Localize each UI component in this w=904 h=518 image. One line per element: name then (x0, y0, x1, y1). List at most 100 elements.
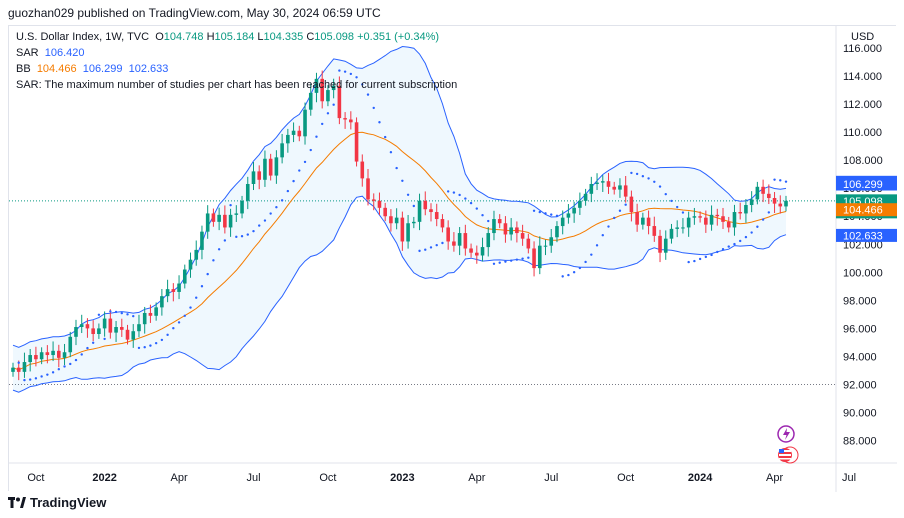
candle-body (366, 178, 370, 200)
candle-body (240, 200, 244, 214)
candle (119, 318, 124, 337)
candle (108, 309, 113, 339)
candle-body (57, 350, 61, 358)
flash-icon[interactable] (777, 425, 795, 443)
candle (446, 220, 450, 250)
y-tick-label: 112.000 (843, 99, 882, 111)
sar-dot (235, 235, 238, 239)
candle-body (503, 223, 508, 235)
sar-dot (676, 205, 679, 209)
sar-dot (309, 148, 312, 152)
candle-body (434, 212, 439, 220)
candle (429, 203, 433, 222)
sar-dot (641, 175, 645, 178)
sar-dot (183, 314, 186, 317)
sar-dot (481, 213, 484, 217)
y-tick-label: 92.000 (843, 379, 877, 391)
y-tick-label: 114.000 (843, 71, 882, 83)
sar-dot (40, 375, 43, 378)
candle-body (704, 217, 708, 225)
bb-upper-value: 106.299 (82, 63, 123, 75)
candle (434, 203, 439, 227)
candle (320, 70, 324, 109)
sar-dot (292, 179, 295, 183)
candle (148, 304, 153, 323)
candle (331, 78, 336, 99)
candle (600, 175, 605, 192)
candle-body (440, 219, 445, 228)
sar-dot (418, 249, 421, 253)
candle (188, 252, 193, 278)
sar-dot (761, 218, 765, 221)
sar-label: SAR (16, 47, 39, 59)
sar-dot (601, 234, 604, 237)
candle (366, 168, 370, 206)
x-tick-label: Apr (468, 472, 485, 484)
candle (767, 184, 771, 205)
candle (223, 205, 227, 234)
candle-body (160, 296, 164, 308)
candle-body (400, 217, 405, 242)
candle-body (354, 122, 359, 162)
candle-body (641, 217, 645, 225)
price-chart[interactable]: 116.000114.000112.000110.000108.000106.0… (9, 26, 897, 492)
candle-body (423, 200, 428, 210)
candle (97, 323, 101, 339)
currency-label[interactable]: USD (851, 31, 874, 43)
sar-dot (750, 231, 753, 234)
candle (194, 240, 199, 266)
sar-dot (492, 262, 496, 265)
candle (732, 204, 737, 236)
candle-body (583, 193, 588, 201)
sar-dot (332, 103, 335, 106)
y-tick-label: 94.000 (843, 351, 877, 363)
sar-dot (372, 106, 375, 110)
sar-dot (280, 199, 284, 202)
candle-body (394, 217, 399, 224)
candle (612, 181, 617, 195)
candle (57, 344, 61, 368)
candle-body (497, 219, 502, 224)
candle (11, 362, 15, 377)
chart-panel[interactable]: 116.000114.000112.000110.000108.000106.0… (8, 25, 897, 492)
candle-body (566, 213, 571, 218)
candle-body (623, 185, 628, 197)
candle-body (412, 221, 416, 224)
candle-body (371, 199, 376, 201)
candle-body (709, 214, 714, 225)
candle-body (457, 233, 462, 246)
candle (354, 117, 359, 167)
candle-body (234, 213, 239, 215)
symbol-title[interactable]: U.S. Dollar Index, 1W, TVC (16, 31, 150, 43)
candle (784, 195, 788, 212)
bb-row[interactable]: BB 104.466 106.299 102.633 (16, 61, 457, 77)
price-label: 102.633 (836, 228, 897, 242)
candle-body (606, 181, 611, 187)
us-flag-icon[interactable] (778, 446, 799, 464)
candle (497, 214, 502, 229)
sar-dot (303, 160, 307, 164)
candle (137, 314, 141, 338)
candle-body (681, 227, 685, 229)
sar-dot (286, 189, 290, 193)
sar-dot (412, 204, 416, 208)
sar-dot (252, 229, 255, 233)
sar-dot (258, 224, 261, 227)
candle (509, 218, 513, 241)
candle (22, 352, 27, 378)
bb-lower-line (12, 195, 787, 393)
candle-body (560, 217, 565, 227)
x-tick-label: Jul (544, 472, 558, 484)
candle-body (618, 185, 622, 190)
close-label: C (306, 31, 315, 43)
candle-body (537, 245, 542, 269)
sar-dot (91, 341, 95, 344)
candle (618, 178, 622, 198)
candle-body (475, 252, 479, 256)
sar-row[interactable]: SAR 106.420 (16, 45, 457, 61)
candle (503, 216, 508, 243)
tradingview-logo[interactable]: TradingView (8, 495, 106, 510)
high-value: 105.184 (214, 31, 255, 43)
candle-body (28, 355, 32, 363)
sar-dot (653, 180, 656, 183)
